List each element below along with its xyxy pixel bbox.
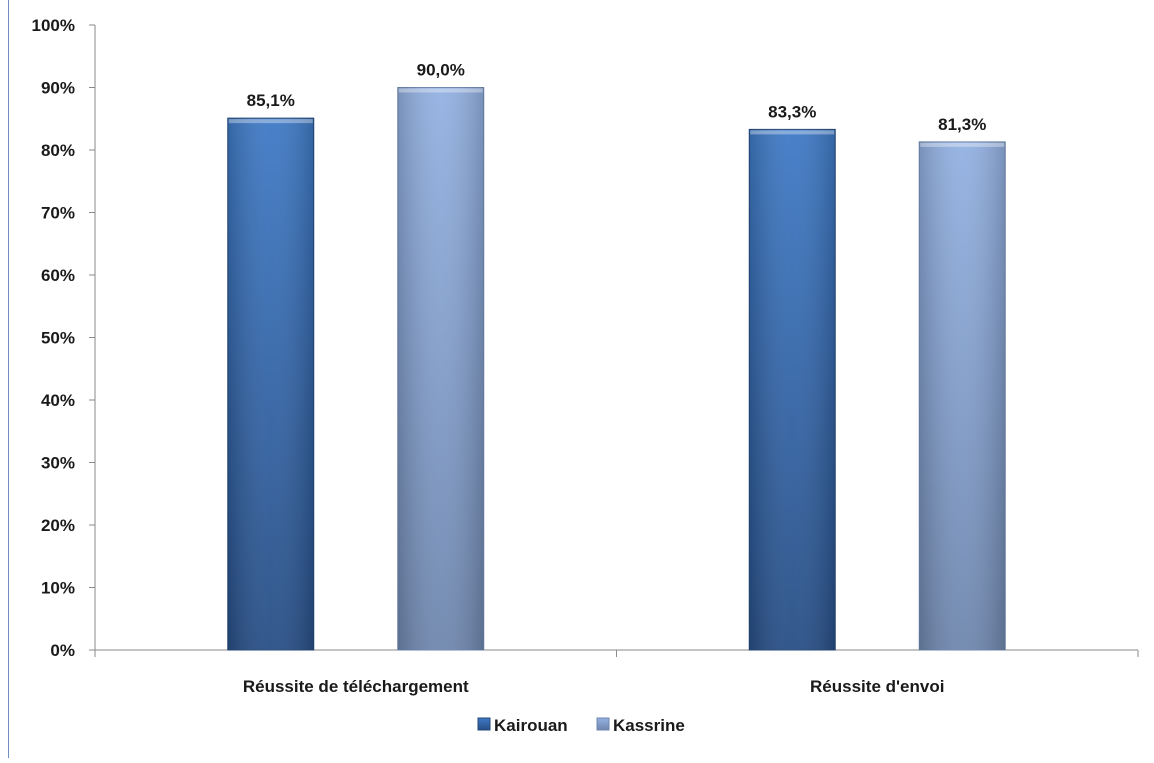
- x-tick-label: Réussite d'envoi: [810, 677, 944, 696]
- data-labels: 85,1% 90,0% 83,3% 81,3%: [247, 61, 987, 134]
- x-tick-label: Réussite de téléchargement: [243, 677, 469, 696]
- bar-shade: [919, 141, 1006, 650]
- legend: Kairouan Kassrine: [477, 716, 685, 735]
- y-tick-label: 20%: [41, 516, 75, 535]
- y-tick-label: 100%: [32, 16, 75, 35]
- y-tick-label: 70%: [41, 204, 75, 223]
- bar-shade: [227, 118, 314, 650]
- data-label: 90,0%: [417, 61, 465, 80]
- legend-swatch: [477, 717, 491, 731]
- y-tick-label: 40%: [41, 391, 75, 410]
- frame-border: [8, 0, 9, 758]
- bar-shade: [397, 87, 484, 650]
- bars: [227, 87, 1006, 651]
- bar-highlight: [228, 119, 313, 124]
- data-label: 83,3%: [768, 102, 816, 121]
- bar-highlight: [920, 142, 1005, 147]
- y-tick-label: 0%: [50, 641, 75, 660]
- bar-highlight: [398, 88, 483, 93]
- data-label: 81,3%: [938, 115, 986, 134]
- data-label: 85,1%: [247, 91, 295, 110]
- y-tick-label: 80%: [41, 141, 75, 160]
- y-tick-label: 30%: [41, 454, 75, 473]
- y-tick-label: 60%: [41, 266, 75, 285]
- y-tick-label: 50%: [41, 329, 75, 348]
- legend-label: Kairouan: [494, 716, 568, 735]
- axes: 0% 10% 20% 30% 40% 50% 60% 70% 80% 90% 100% Réussit…: [32, 16, 1139, 696]
- legend-label: Kassrine: [613, 716, 685, 735]
- y-tick-label: 90%: [41, 79, 75, 98]
- y-tick-label: 10%: [41, 579, 75, 598]
- legend-swatch: [596, 717, 610, 731]
- bar-shade: [749, 129, 836, 650]
- bar-highlight: [750, 130, 835, 135]
